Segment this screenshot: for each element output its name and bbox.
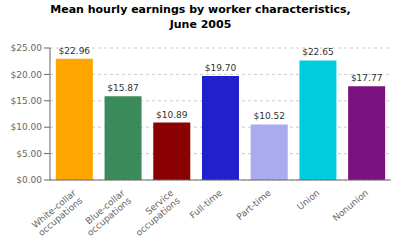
svg-text:$10.00: $10.00 <box>11 122 43 132</box>
svg-text:White-collaroccupations: White-collaroccupations <box>30 188 85 238</box>
svg-text:$15.87: $15.87 <box>107 83 139 93</box>
svg-text:$0.00: $0.00 <box>16 175 42 185</box>
svg-text:$22.65: $22.65 <box>302 47 334 57</box>
svg-text:$25.00: $25.00 <box>11 43 43 53</box>
svg-text:Blue-collaroccupations: Blue-collaroccupations <box>79 188 134 238</box>
svg-text:Part-time: Part-time <box>235 187 273 222</box>
html-text:June 2005: June 2005 <box>169 18 232 31</box>
svg-text:Serviceoccupations: Serviceoccupations <box>127 187 182 237</box>
svg-text:$15.00: $15.00 <box>11 96 43 106</box>
svg-text:Full-time: Full-time <box>188 187 225 220</box>
svg-text:$10.52: $10.52 <box>253 111 285 121</box>
html-text:Mean hourly earnings by worker: Mean hourly earnings by worker character… <box>50 3 351 16</box>
svg-text:$22.96: $22.96 <box>59 46 91 56</box>
svg-text:Nonunion: Nonunion <box>331 188 370 223</box>
svg-text:$10.89: $10.89 <box>156 110 188 120</box>
svg-text:Union: Union <box>295 188 321 212</box>
svg-text:$17.77: $17.77 <box>351 73 383 83</box>
svg-text:$19.70: $19.70 <box>205 63 237 73</box>
svg-text:$5.00: $5.00 <box>16 149 42 159</box>
svg-text:$20.00: $20.00 <box>11 70 43 80</box>
